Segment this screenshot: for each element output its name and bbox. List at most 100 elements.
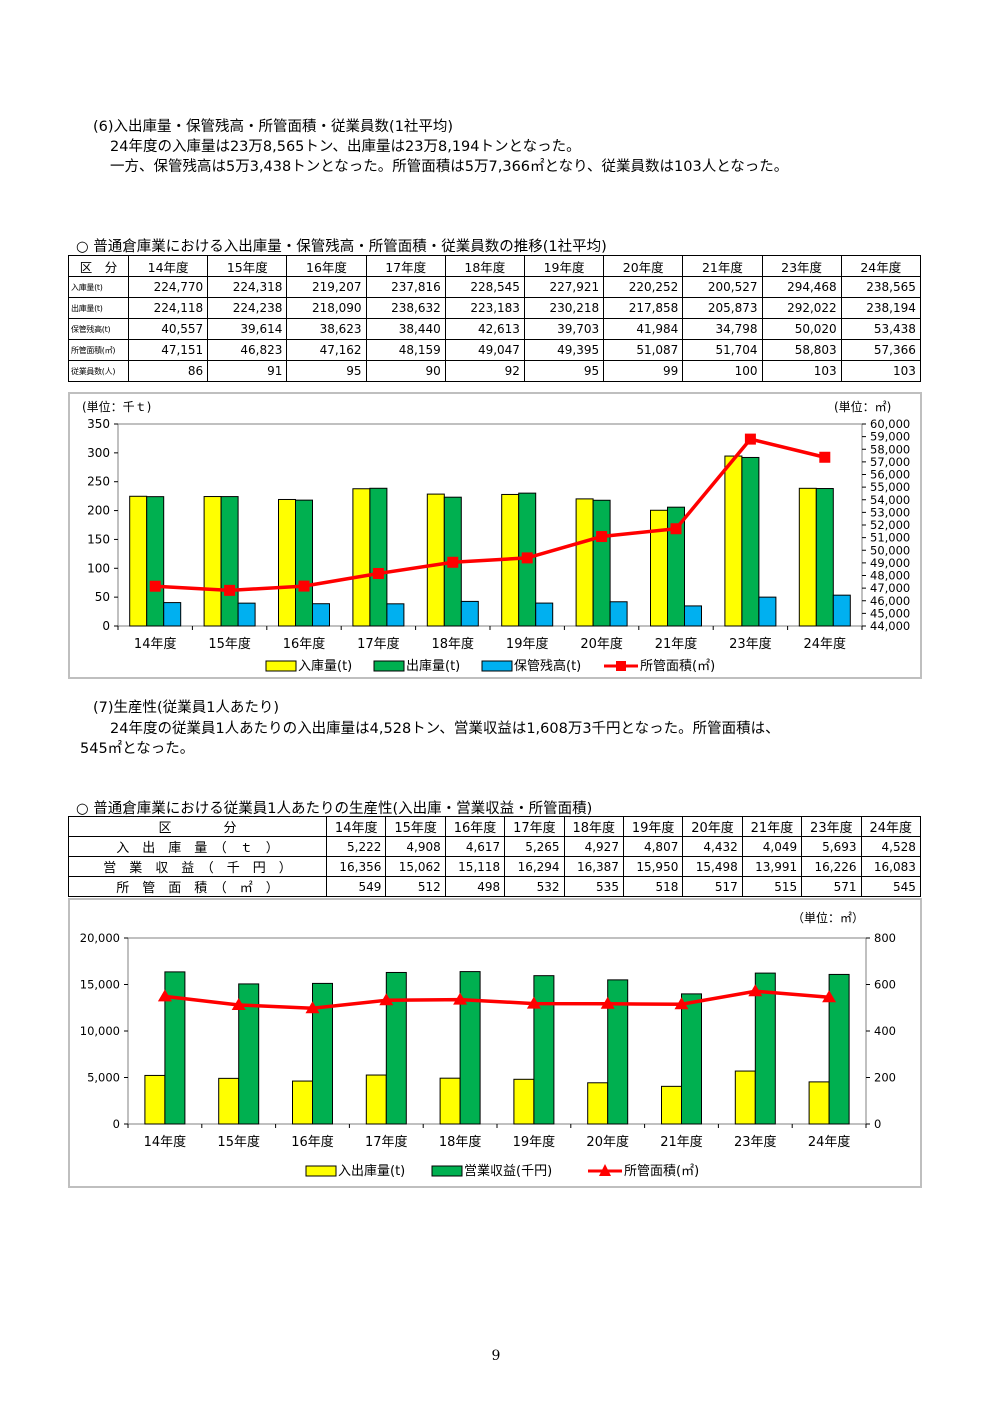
table-cell: 95: [523, 360, 605, 382]
line-point: [674, 997, 689, 1010]
y-tick-label: 15,000: [80, 978, 120, 992]
bar-3: [832, 594, 851, 627]
table-cell: 4,617: [444, 836, 506, 857]
table-row-label: 入庫量(t): [68, 276, 129, 298]
table-cell: 42,613: [444, 318, 525, 340]
table-cell: 16,387: [563, 856, 624, 877]
table-cell: 517: [682, 876, 743, 897]
bar-1: [292, 1080, 313, 1125]
x-tick-label: 17年度: [365, 1134, 408, 1150]
table-row: 出庫量(t) 224,118 224,238 218,090 238,632 223,18…: [68, 297, 921, 319]
bar-2: [369, 487, 388, 627]
table-cell: 223,183: [444, 297, 525, 319]
bar-1: [365, 1074, 387, 1125]
table-year-header: 16年度: [286, 255, 367, 277]
bar-2: [385, 971, 407, 1125]
y-tick-label: 300: [87, 446, 110, 460]
table-cell: 57,366: [840, 339, 921, 361]
x-tick-label: 20年度: [586, 1134, 629, 1150]
table-year-header: 20年度: [682, 816, 743, 837]
table-row-label: 保管残高(t): [68, 318, 129, 340]
line-point: [744, 433, 756, 445]
line-point: [670, 523, 682, 535]
table-row-label: 従業員数(人): [68, 360, 129, 382]
bar-2: [741, 456, 760, 627]
table-cell: 49,047: [444, 339, 525, 361]
table-corner-cell: 区 分: [68, 816, 327, 837]
line-point: [521, 552, 533, 564]
table-cell: 92: [444, 360, 525, 382]
bar-2: [592, 499, 611, 627]
table-cell: 15,950: [622, 856, 684, 877]
bar-3: [684, 605, 702, 627]
legend-label: 出庫量(t): [406, 659, 460, 674]
bar-1: [352, 488, 371, 627]
y2-tick-label: 200: [874, 1071, 896, 1085]
y-tick-label: 350: [87, 417, 110, 431]
legend-line-marker: [599, 1164, 611, 1176]
y2-tick-label: 800: [874, 931, 896, 945]
table-cell: 95: [286, 360, 367, 382]
y-tick-label: 50: [95, 590, 110, 604]
bar-1: [513, 1078, 535, 1125]
table-cell: 47,162: [286, 339, 367, 361]
x-tick-label: 21年度: [660, 1134, 703, 1150]
legend-label: 入庫量(t): [298, 659, 352, 674]
table-cell: 49,395: [523, 339, 605, 361]
table2-title: ○ 普通倉庫業における従業員1人あたりの生産性(入出庫・営業収益・所管面積): [76, 801, 593, 817]
line-point: [453, 992, 468, 1005]
y2-tick-label: 45,000: [870, 606, 910, 620]
table-cell: 5,265: [504, 836, 565, 857]
bar-3: [312, 603, 330, 627]
table-row: 保管残高(t) 40,557 39,614 38,623 38,440 42,613 39,…: [68, 318, 921, 340]
line-point: [372, 567, 384, 579]
bar-2: [607, 979, 629, 1125]
bar-3: [237, 602, 256, 627]
y2-tick-label: 600: [874, 978, 896, 992]
warehouse-stats-table: 区 分 14年度 15年度 16年度 17年度 18年度 19年度 20年度 21年度 23年度 2…: [68, 255, 921, 382]
y2-tick-label: 57,000: [870, 455, 910, 469]
table-cell: 4,807: [622, 836, 684, 857]
bar-3: [609, 601, 628, 627]
legend-label: 営業収益(千円): [464, 1163, 552, 1179]
table-cell: 4,432: [682, 836, 743, 857]
table-row-label: 所 管 面 積 （ ㎡ ）: [68, 876, 327, 897]
table-header-row: 区 分 14年度 15年度 16年度 17年度 18年度 19年度 20年度 21年度 23年度 2…: [68, 816, 921, 837]
line-series: [155, 437, 826, 593]
x-tick-label: 15年度: [208, 636, 251, 652]
table-cell: 498: [444, 876, 506, 897]
y-tick-label: 0: [113, 1117, 120, 1131]
line-point: [231, 997, 246, 1010]
table-year-header: 15年度: [207, 255, 288, 277]
table-cell: 227,921: [523, 276, 605, 298]
bar-1: [724, 455, 743, 627]
line-point: [157, 989, 172, 1002]
productivity-table: 区 分 14年度 15年度 16年度 17年度 18年度 19年度 20年度 21年度 23年度 2…: [68, 816, 921, 897]
table-cell: 224,318: [207, 276, 288, 298]
line-point: [305, 1001, 320, 1014]
bar-1: [575, 498, 594, 627]
y-tick-label: 5,000: [87, 1071, 120, 1085]
table-cell: 48,159: [365, 339, 446, 361]
section7-line2: 545㎡となった。: [80, 741, 195, 757]
table-cell: 545: [860, 876, 921, 897]
bar-2: [459, 971, 481, 1125]
table-cell: 47,151: [127, 339, 209, 361]
table-row: 入 出 庫 量 （ ｔ ） 5,222 4,908 4,617 5,265 4,927 4,…: [68, 836, 921, 857]
y2-tick-label: 48,000: [870, 569, 910, 583]
right-unit-label: (単位：㎡): [834, 399, 891, 414]
bar-2: [295, 499, 313, 627]
table-row: 営 業 収 益 （ 千 円 ） 16,356 15,062 15,118 16,294 1…: [68, 856, 921, 877]
table-row-label: 出庫量(t): [68, 297, 129, 319]
table-cell: 39,703: [523, 318, 605, 340]
table-cell: 238,632: [365, 297, 446, 319]
bar-1: [426, 493, 445, 627]
bar-3: [386, 603, 405, 627]
table-cell: 205,873: [682, 297, 763, 319]
table-cell: 15,062: [385, 856, 446, 877]
y2-tick-label: 55,000: [870, 480, 910, 494]
table-year-header: 19年度: [523, 255, 605, 277]
table-row: 所管面積(㎡) 47,151 46,823 47,162 48,159 49,047 49,…: [68, 339, 921, 361]
table-cell: 200,527: [682, 276, 763, 298]
left-unit-label: (単位：千ｔ): [82, 399, 151, 414]
